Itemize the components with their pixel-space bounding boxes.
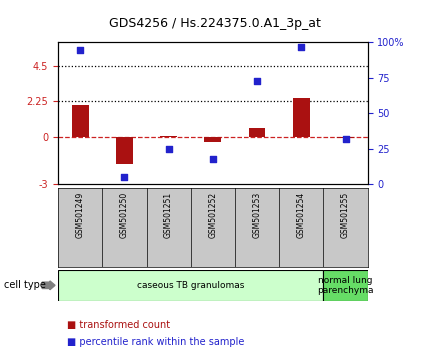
Text: ■ percentile rank within the sample: ■ percentile rank within the sample xyxy=(67,337,244,347)
Bar xyxy=(204,137,221,142)
FancyBboxPatch shape xyxy=(58,270,323,301)
Point xyxy=(165,146,172,152)
Point xyxy=(77,47,83,52)
Text: GDS4256 / Hs.224375.0.A1_3p_at: GDS4256 / Hs.224375.0.A1_3p_at xyxy=(109,17,321,29)
Bar xyxy=(249,128,265,137)
Text: GSM501255: GSM501255 xyxy=(341,192,350,238)
Point xyxy=(298,44,305,50)
Bar xyxy=(116,137,133,164)
Point xyxy=(254,78,261,84)
Text: GSM501254: GSM501254 xyxy=(297,192,306,238)
Bar xyxy=(160,136,177,137)
Text: caseous TB granulomas: caseous TB granulomas xyxy=(137,281,244,290)
FancyBboxPatch shape xyxy=(323,270,368,301)
Text: GSM501249: GSM501249 xyxy=(76,192,85,238)
Text: ■ transformed count: ■ transformed count xyxy=(67,320,170,330)
Text: GSM501250: GSM501250 xyxy=(120,192,129,238)
Bar xyxy=(293,98,310,137)
Text: GSM501253: GSM501253 xyxy=(252,192,261,238)
Text: cell type: cell type xyxy=(4,280,46,290)
Text: normal lung
parenchyma: normal lung parenchyma xyxy=(317,276,374,295)
Text: GSM501252: GSM501252 xyxy=(209,192,217,238)
Point xyxy=(209,156,216,161)
Point xyxy=(342,136,349,142)
Bar xyxy=(337,137,354,138)
Text: GSM501251: GSM501251 xyxy=(164,192,173,238)
Bar xyxy=(72,105,89,137)
Point xyxy=(121,174,128,180)
